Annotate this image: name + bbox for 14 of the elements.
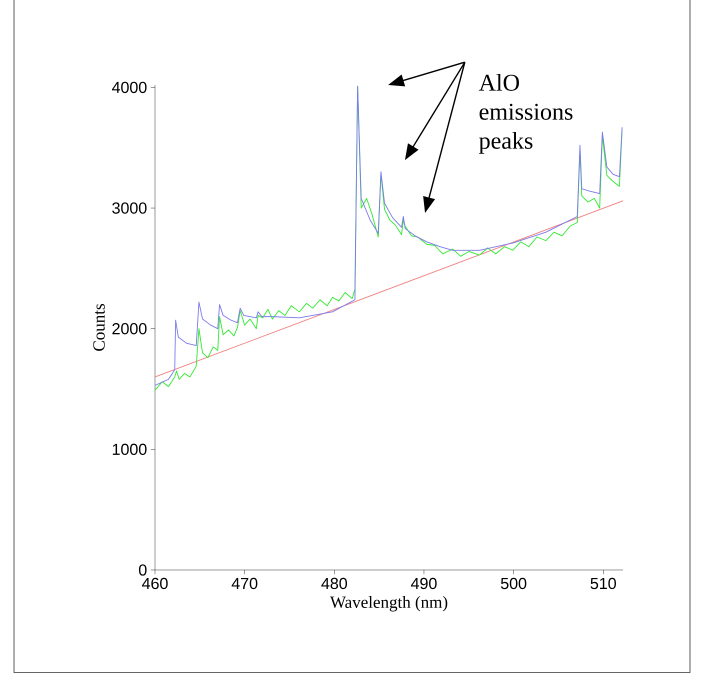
- x-axis-title: Wavelength (nm): [330, 596, 448, 612]
- y-tick-label: 1000: [112, 444, 147, 456]
- x-tick-label: 460: [142, 578, 168, 590]
- x-tick-label: 490: [410, 578, 437, 590]
- x-tick-label: 500: [500, 578, 526, 590]
- y-tick-label: 4000: [112, 82, 147, 94]
- x-tick-label: 470: [232, 578, 258, 590]
- y-tick-label: 0: [138, 564, 147, 576]
- y-tick-label: 3000: [112, 202, 147, 214]
- x-tick-label: 510: [590, 578, 616, 590]
- x-tick-label: 480: [321, 578, 348, 590]
- y-axis-title: Counts: [93, 304, 105, 351]
- y-tick-label: 2000: [112, 323, 147, 334]
- annotation: AlO emissions peaks: [478, 74, 572, 154]
